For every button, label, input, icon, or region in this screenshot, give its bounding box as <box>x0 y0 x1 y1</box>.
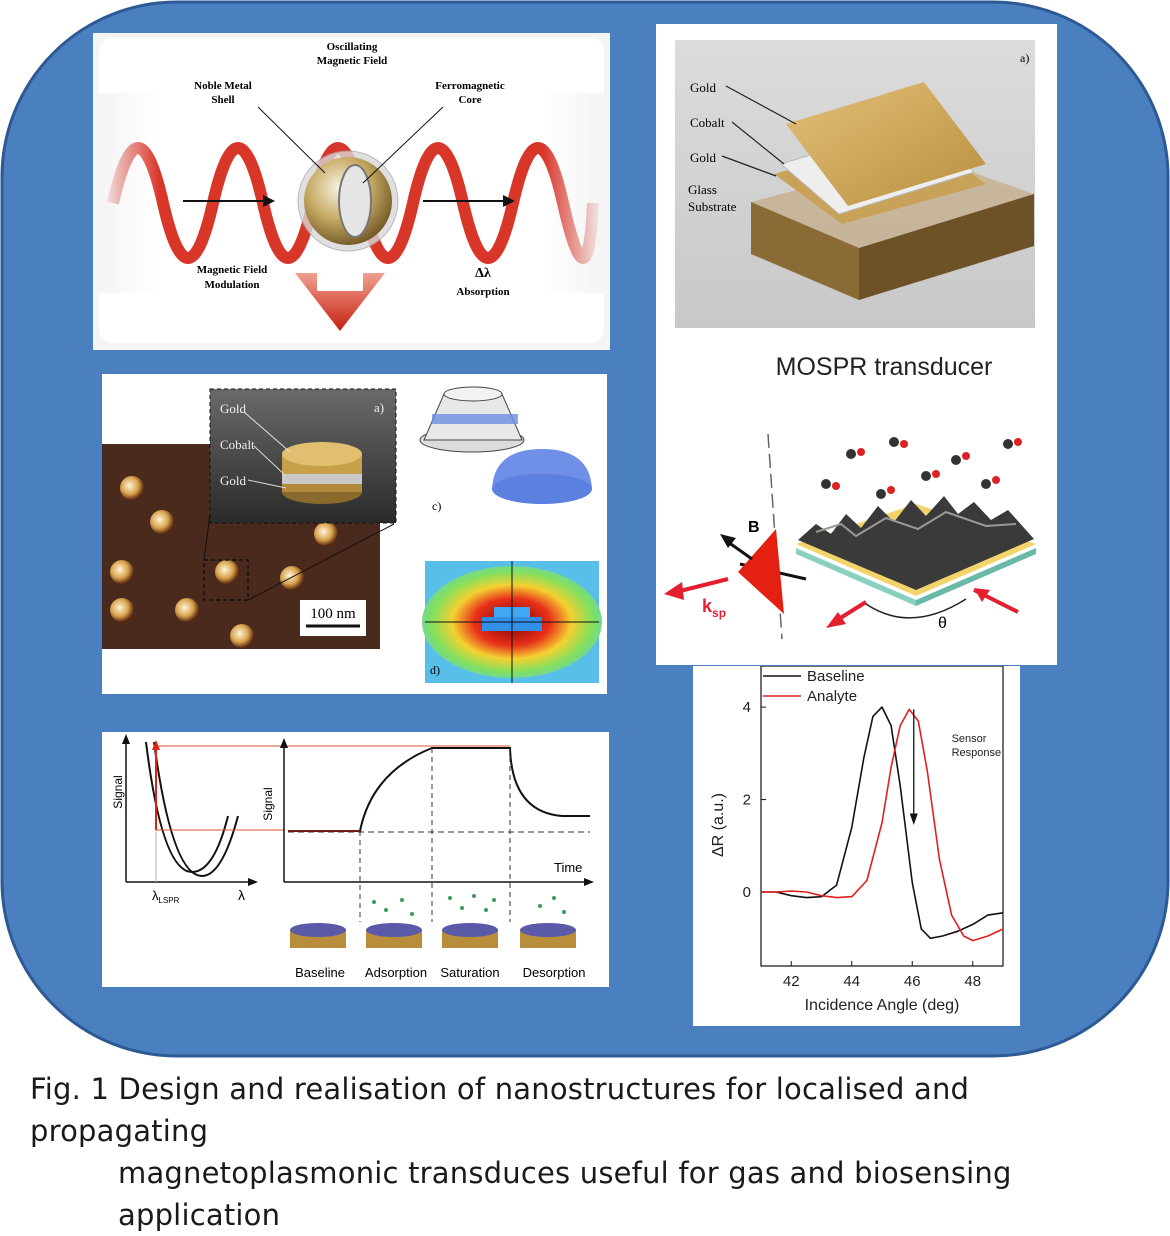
panel-afm: 100 nm Gold Cobalt Gold a) c) d) <box>102 374 607 694</box>
x-tick-label: 42 <box>783 973 800 990</box>
ferromagnetic-core-label: Ferromagnetic Core <box>435 80 505 106</box>
legend-label-baseline: Baseline <box>807 668 865 685</box>
series-line-baseline <box>761 706 1004 940</box>
ksp-label: ksp <box>702 596 726 620</box>
nanoparticle-diagram: Oscillating Magnetic Field Noble Metal She… <box>99 37 604 343</box>
y-tick-label: 2 <box>743 792 751 809</box>
right-signal-ylabel: Signal <box>261 787 275 820</box>
inset-gold-bottom-label: Gold <box>220 473 247 488</box>
time-xlabel: Time <box>554 860 582 875</box>
mospr-title: MOSPR transducer <box>776 353 993 381</box>
oscillating-field-label: Oscillating Magnetic Field <box>317 41 388 67</box>
theta-label: θ <box>938 615 947 632</box>
field-modulation-label: Magnetic Field Modulation <box>197 264 268 291</box>
legend-label-analyte: Analyte <box>807 688 857 705</box>
stage-nanodiscs <box>290 894 576 948</box>
lspr-label: λLSPR <box>152 888 180 905</box>
y-tick-label: 0 <box>743 884 751 901</box>
delta-r-chart: 42 44 46 48 0 2 4 Baseline Analyte Sensor Response… <box>710 666 1004 1014</box>
y-tick-label: 4 <box>743 699 751 716</box>
left-lambda-xlabel: λ <box>238 887 245 903</box>
inset-gold-top-label: Gold <box>220 401 247 416</box>
plot-frame <box>760 666 1004 967</box>
figure-caption: Fig. 1 Design and realisation of nanostr… <box>30 1068 1150 1236</box>
stage-label: Desorption <box>523 965 586 980</box>
afm-diagram: 100 nm Gold Cobalt Gold a) c) d) <box>102 386 602 683</box>
x-tick-label: 48 <box>964 973 981 990</box>
gas-molecules <box>821 437 1022 499</box>
panel-nanoparticle: Oscillating Magnetic Field Noble Metal She… <box>93 33 610 350</box>
inset-tag-a: a) <box>374 400 384 415</box>
panel-signal: Signal λ λLSPR Signal Time Baseline Adso… <box>102 732 609 987</box>
sensor-response-annotation: Sensor Response <box>952 733 1002 759</box>
b-field-label: B <box>748 519 760 536</box>
signal-diagram: Signal λ λLSPR Signal Time Baseline Adso… <box>111 734 594 980</box>
layer-gold-bottom-label: Gold <box>690 150 717 165</box>
series-line-analyte <box>761 708 1004 942</box>
caption-line-2: magnetoplasmonic transduces useful for g… <box>118 1156 1012 1232</box>
sensor-response-arrowhead <box>909 813 918 825</box>
delta-lambda-label: Δλ <box>475 266 491 281</box>
left-signal-ylabel: Signal <box>111 775 125 808</box>
layer-gold-top-label: Gold <box>690 80 717 95</box>
inset-cobalt-label: Cobalt <box>220 437 255 452</box>
panel-mospr: Gold Cobalt Gold Glass Substrate a) MOSPR… <box>656 24 1057 665</box>
stage-label: Adsorption <box>365 965 427 980</box>
caption-line-1: Fig. 1 Design and realisation of nanostr… <box>30 1072 970 1148</box>
x-tick-label: 44 <box>843 973 860 990</box>
layer-glass-label: Glass Substrate <box>688 182 737 214</box>
layer-cobalt-label: Cobalt <box>690 115 725 130</box>
x-axis-label: Incidence Angle (deg) <box>805 997 960 1014</box>
y-axis-label: ΔR (a.u.) <box>710 793 727 857</box>
panel-tag-c: c) <box>432 499 441 513</box>
mospr-diagram: Gold Cobalt Gold Glass Substrate a) MOSPR… <box>664 40 1036 640</box>
mospr-tag-a: a) <box>1020 51 1029 65</box>
x-tick-label: 46 <box>904 973 921 990</box>
noble-metal-shell-label: Noble Metal Shell <box>194 80 252 106</box>
absorption-label: Absorption <box>456 286 509 298</box>
panel-chart: 42 44 46 48 0 2 4 Baseline Analyte Sensor Response… <box>693 666 1020 1026</box>
scale-bar-label: 100 nm <box>310 606 356 622</box>
stage-label: Baseline <box>295 965 345 980</box>
stage-label: Saturation <box>440 965 499 980</box>
panel-tag-d: d) <box>430 663 440 677</box>
